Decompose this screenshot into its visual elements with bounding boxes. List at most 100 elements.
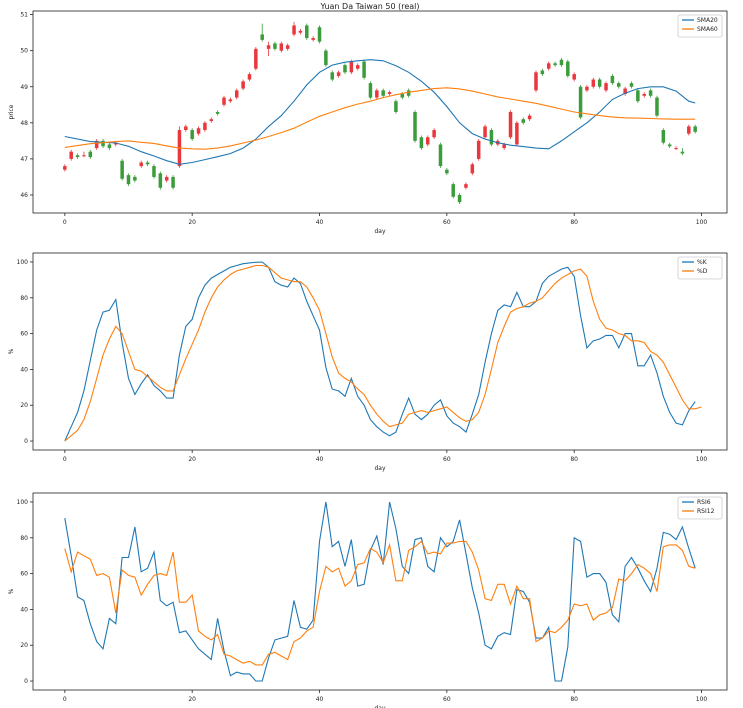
- candle-body: [336, 72, 341, 76]
- candle-body: [139, 162, 143, 167]
- candle-body: [126, 175, 131, 185]
- y-tick-label: 100: [17, 499, 29, 506]
- series-line-pct-k: [64, 261, 696, 442]
- plot-area: [64, 501, 696, 682]
- candle-body: [540, 70, 545, 75]
- candle-body: [260, 34, 264, 40]
- x-tick-label: 40: [316, 696, 324, 703]
- y-tick-label: 60: [20, 331, 28, 338]
- x-tick-label: 60: [443, 219, 451, 226]
- x-tick-label: 0: [63, 696, 67, 703]
- candle-body: [591, 79, 596, 87]
- candle-body: [470, 164, 475, 174]
- candle-body: [636, 90, 640, 102]
- candle-body: [419, 137, 424, 149]
- candle-body: [597, 79, 602, 87]
- x-tick-label: 80: [570, 456, 578, 463]
- legend: SMA20 SMA60: [677, 14, 723, 38]
- legend: %K %D: [677, 256, 723, 280]
- y-axis-label: %: [8, 348, 15, 354]
- candle-body: [145, 162, 150, 165]
- candle-body: [330, 72, 334, 80]
- candle-body: [585, 86, 589, 91]
- candle-body: [451, 184, 455, 197]
- candle-body: [534, 72, 538, 91]
- x-axis-label: day: [374, 705, 385, 708]
- plot-area: [63, 21, 697, 204]
- candle-body: [88, 151, 93, 158]
- candle-body: [394, 101, 398, 112]
- x-tick-label: 0: [63, 219, 67, 226]
- candle-body: [362, 61, 366, 78]
- candle-body: [648, 90, 653, 96]
- legend-label: RSI6: [697, 499, 711, 506]
- x-tick-label: 40: [316, 219, 324, 226]
- y-tick-label: 46: [20, 192, 28, 199]
- candle-body: [82, 155, 86, 157]
- x-tick-label: 60: [443, 696, 451, 703]
- candle-body: [693, 126, 697, 132]
- series-line-pct-d: [64, 264, 702, 442]
- legend: RSI6 RSI12: [677, 496, 723, 520]
- x-tick-label: 0: [63, 456, 67, 463]
- candle-body: [617, 83, 621, 87]
- y-tick-label: 80: [20, 535, 28, 542]
- x-tick-label: 20: [188, 456, 196, 463]
- candle-body: [464, 184, 468, 188]
- plot-area: [64, 261, 702, 442]
- candle-body: [572, 74, 576, 80]
- candle-body: [228, 99, 233, 102]
- candle-body: [75, 155, 80, 158]
- candle-body: [546, 63, 551, 69]
- y-tick-label: 60: [20, 571, 28, 578]
- candle-body: [674, 148, 678, 150]
- candle-body: [190, 130, 194, 140]
- candle-body: [266, 45, 271, 49]
- candle-body: [559, 59, 564, 66]
- y-axis-label: %: [8, 588, 15, 594]
- candle-body: [317, 27, 322, 42]
- candle-body: [642, 93, 646, 96]
- candle-body: [687, 126, 691, 134]
- x-tick-label: 100: [696, 219, 708, 226]
- candle-body: [489, 130, 494, 145]
- series-line-sma20: [64, 59, 696, 165]
- candle-body: [298, 30, 303, 33]
- candle-body: [279, 43, 284, 51]
- candle-body: [445, 169, 449, 174]
- x-tick-label: 20: [188, 219, 196, 226]
- x-axis-label: day: [374, 465, 385, 472]
- y-tick-label: 80: [20, 295, 28, 302]
- x-tick-label: 20: [188, 696, 196, 703]
- candle-body: [375, 90, 379, 98]
- candle-body: [184, 126, 188, 131]
- y-tick-label: 40: [20, 366, 28, 373]
- candle-body: [69, 151, 73, 159]
- plot-frame: [32, 252, 728, 451]
- candle-body: [476, 140, 481, 159]
- candle-body: [426, 137, 430, 145]
- candle-body: [667, 144, 672, 147]
- candle-body: [381, 90, 385, 96]
- candle-body: [305, 25, 309, 39]
- candle-body: [553, 63, 557, 66]
- kd-chart: 0 20 40 60 80 100 0 20 40 60 80 100 day% %K %D: [8, 252, 728, 472]
- candle-body: [94, 140, 99, 149]
- x-tick-label: 40: [316, 456, 324, 463]
- candle-body: [680, 151, 685, 154]
- candle-body: [324, 50, 328, 66]
- y-tick-label: 49: [20, 84, 28, 91]
- x-tick-label: 100: [696, 456, 708, 463]
- candle-body: [400, 93, 405, 98]
- candle-body: [203, 122, 207, 131]
- candle-body: [438, 144, 443, 167]
- candle-body: [457, 194, 462, 203]
- candle-body: [413, 112, 417, 141]
- figure-title: Yuan Da Taiwan 50 (real): [319, 2, 419, 11]
- price-chart: 0 20 40 60 80 100464748495051daypriceSMA20SMA…: [8, 10, 728, 235]
- legend-label: RSI12: [697, 508, 715, 515]
- y-tick-label: 100: [17, 259, 29, 266]
- legend-label: %D: [697, 268, 708, 275]
- series-line-rsi12: [64, 540, 696, 666]
